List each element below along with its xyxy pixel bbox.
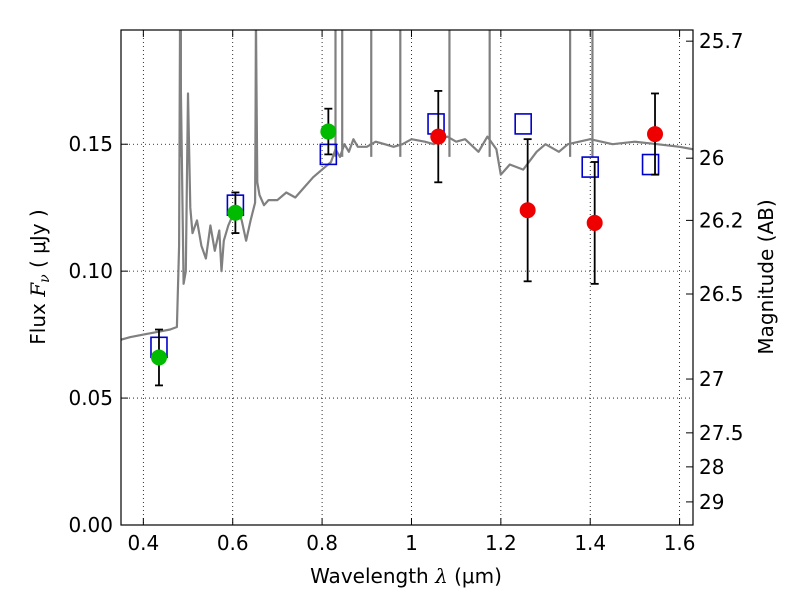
y2-tick-label: 28 [699, 455, 724, 479]
x-tick-label: 0.6 [217, 531, 249, 555]
y2-tick-label: 29 [699, 490, 724, 514]
y2-tick-label: 26.2 [699, 208, 744, 232]
y-tick-label: 0.10 [68, 259, 113, 283]
x-tick-label: 0.8 [306, 531, 338, 555]
spectrum-line [121, 30, 693, 341]
observed-flux-point [320, 123, 337, 140]
x-tick-label: 0.4 [127, 531, 159, 555]
y-tick-label: 0.00 [68, 513, 113, 537]
y2-tick-label: 27 [699, 367, 724, 391]
y-axis-label: Flux Fν ( μJy ) [26, 209, 53, 344]
observed-flux-point [150, 349, 167, 366]
y2-tick-label: 25.7 [699, 29, 744, 53]
x-tick-label: 1.4 [574, 531, 606, 555]
model-magnitude-square [581, 156, 600, 178]
y2-axis-label: Magnitude (AB) [754, 199, 778, 354]
model-magnitude-square [641, 153, 660, 176]
y-tick-label: 0.15 [68, 132, 113, 156]
observed-flux-point [227, 204, 244, 221]
model-magnitude-square [514, 113, 532, 135]
grid [121, 30, 693, 526]
ticks: 0.4 0.6 0.8 1 1.2 1.4 1.6 0.00 0.05 0.10 0.15 25.7 2… [68, 29, 743, 555]
axes-frame [120, 29, 694, 526]
x-tick-label: 1.2 [485, 531, 517, 555]
x-tick-label: 1 [405, 531, 418, 555]
y2-tick-label: 27.5 [699, 421, 744, 445]
observed-flux-point [586, 214, 603, 231]
plot-area [121, 30, 693, 387]
x-axis-label: Wavelength λ (μm) [310, 564, 502, 588]
observed-flux-point [647, 126, 664, 143]
y-tick-label: 0.05 [68, 386, 113, 410]
x-tick-label: 1.6 [664, 531, 696, 555]
observed-flux-point [430, 128, 447, 145]
y2-tick-label: 26 [699, 146, 724, 170]
observed-flux-point [519, 202, 536, 219]
y2-tick-label: 26.5 [699, 282, 744, 306]
